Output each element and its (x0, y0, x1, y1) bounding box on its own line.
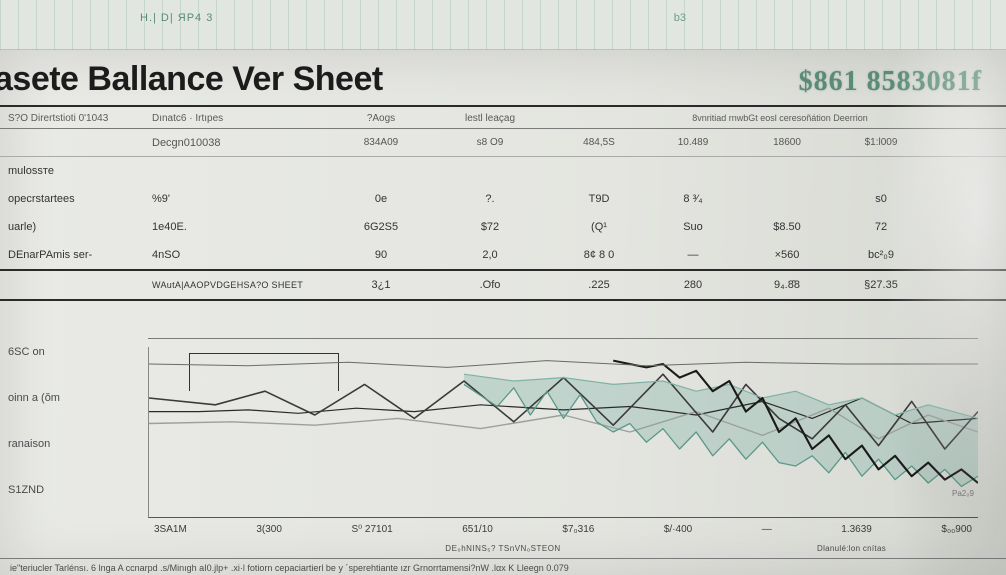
table-row: DEnarPAmis ser- 4nSO 90 2,0 8¢ 8 0 — ×560 bc²₀9 (0, 241, 1006, 269)
table-cell: 90 (336, 249, 426, 261)
subhead-left1: S?O Dirertstioti 0'1043 (8, 113, 148, 124)
table-row: mulossтe (0, 157, 1006, 185)
hdr2-d3: $1:l009 (836, 137, 926, 148)
table-cell: ?. (430, 193, 550, 205)
table-cell: 2,0 (430, 249, 550, 261)
table-cell: uarle) (8, 221, 148, 233)
table-cell: 6G2S5 (336, 221, 426, 233)
trend-chart: 3SA1M 3(300 S⁰ 27101 651/10 $7₀316 $/·400 — 1.3… (148, 338, 978, 552)
subhead-col2: lestl leaçag (430, 113, 550, 124)
table-cell: — (648, 249, 738, 261)
chart-series-line (149, 361, 978, 368)
table-header-row: Decgn010038 834A09 s8 O9 484,5S 10.489 1… (0, 129, 1006, 157)
table-row: uarle) 1e40E. 6G2S5 $72 (Q¹ Suо $8.50 72 (0, 213, 1006, 241)
subhead-col1: ?Aogs (336, 113, 426, 124)
table-cell: $72 (430, 221, 550, 233)
chart-x-ticks: 3SA1M 3(300 S⁰ 27101 651/10 $7₀316 $/·400 — 1.3… (148, 524, 978, 542)
table-row: opecrstartees %9' 0e?. T9D 8 ³⁄₄ s0 (0, 185, 1006, 213)
hdr2-d1: 10.489 (648, 137, 738, 148)
x-tick-label: 1.3639 (841, 524, 872, 542)
chart-side-labels: 6SС on oinn a (ŏm ranaison S1ZND (8, 346, 60, 530)
hdr2-d2: 18600 (742, 137, 832, 148)
table-cell: bc²₀9 (836, 249, 926, 261)
hdr2-lblsub: Decgn010038 (152, 137, 332, 149)
subhead-left2: Dınatc6 · Irtıpes (152, 113, 332, 124)
summary-row: WAutA|AAOPVDGEHSA?O SHEET 3¿1 .Ofо .225 … (0, 269, 1006, 301)
table-cell: T9D (554, 193, 644, 205)
subhead-wide: 8vnritiad rnwbGt eosl ceresoñátion Deerr… (554, 113, 1006, 124)
table-cell: mulossтe (8, 165, 148, 177)
table-cell: (Q¹ (554, 221, 644, 233)
page-title: asete Ballance Ver Sheet (0, 60, 383, 99)
top-grid-strip: H.| D| ЯP4 3 b3 (0, 0, 1006, 50)
x-tick-label: 651/10 (462, 524, 493, 542)
top-ticks-left: H.| D| ЯP4 3 (140, 12, 213, 24)
side-label: 6SС on (8, 346, 60, 358)
x-tick-label: 3(300 (256, 524, 282, 542)
table-cell: 0e (336, 193, 426, 205)
table-cell: ×560 (742, 249, 832, 261)
table-cell: 8 ³⁄₄ (648, 193, 738, 205)
chart-svg (149, 347, 978, 517)
table-cell: $8.50 (742, 221, 832, 233)
table-cell: 72 (836, 221, 926, 233)
x-tick-label: $₀₀900 (941, 524, 972, 542)
side-label: ranaison (8, 438, 60, 450)
sum-d3: §27.35 (836, 279, 926, 291)
side-label: oinn a (ŏm (8, 392, 60, 404)
top-ticks-right: b3 (674, 12, 686, 24)
sum-d2: 9₄.8̄8 (742, 279, 832, 291)
footer-right-caption: Dlanulé:lon cnítаs (817, 544, 886, 553)
hdr2-d0: 484,5S (554, 137, 644, 148)
hdr2-c1: 834A09 (336, 137, 426, 148)
chart-note: Pa2₀9 (952, 489, 974, 498)
table-cell: DEnarPAmis ser- (8, 249, 148, 261)
sum-c1: 3¿1 (336, 279, 426, 291)
title-row: asete Ballance Ver Sheet $861 8583081f (0, 50, 1006, 107)
x-tick-label: — (762, 524, 772, 542)
data-table: Decgn010038 834A09 s8 O9 484,5S 10.489 1… (0, 129, 1006, 301)
page-footer: DE₀hNINS₅? TSnVN₀STEON Dlanulé:lon cnítа… (0, 558, 1006, 575)
x-tick-label: 3SA1M (154, 524, 187, 542)
x-tick-label: S⁰ 27101 (351, 524, 392, 542)
table-cell: Suо (648, 221, 738, 233)
sum-d0: .225 (554, 279, 644, 291)
x-tick-label: $/·400 (664, 524, 692, 542)
chart-area-fill (464, 374, 978, 486)
sum-d1: 280 (648, 279, 738, 291)
sum-lblsub: WAutA|AAOPVDGEHSA?O SHEET (152, 280, 332, 290)
table-cell: 4nSO (152, 249, 332, 261)
chart-plot-area (148, 347, 978, 518)
x-tick-label: $7₀316 (562, 524, 594, 542)
table-cell: opecrstartees (8, 193, 148, 205)
balance-sheet-page: asete Ballance Ver Sheet $861 8583081f S… (0, 50, 1006, 575)
hdr2-c2: s8 O9 (430, 137, 550, 148)
table-cell: s0 (836, 193, 926, 205)
column-subheader: S?O Dirertstioti 0'1043 Dınatc6 · Irtıpe… (0, 107, 1006, 129)
footer-line: ie"teriucler Tarlénsı. 6 lnga A ccnarpd … (10, 563, 996, 573)
sum-c2: .Ofо (430, 279, 550, 291)
headline-amount: $861 8583081f (799, 66, 982, 98)
side-label: S1ZND (8, 484, 60, 496)
footer-mid-caption: DE₀hNINS₅? TSnVN₀STEON (445, 544, 560, 553)
table-cell: 1e40E. (152, 221, 332, 233)
table-cell: %9' (152, 193, 332, 205)
table-cell: 8¢ 8 0 (554, 249, 644, 261)
